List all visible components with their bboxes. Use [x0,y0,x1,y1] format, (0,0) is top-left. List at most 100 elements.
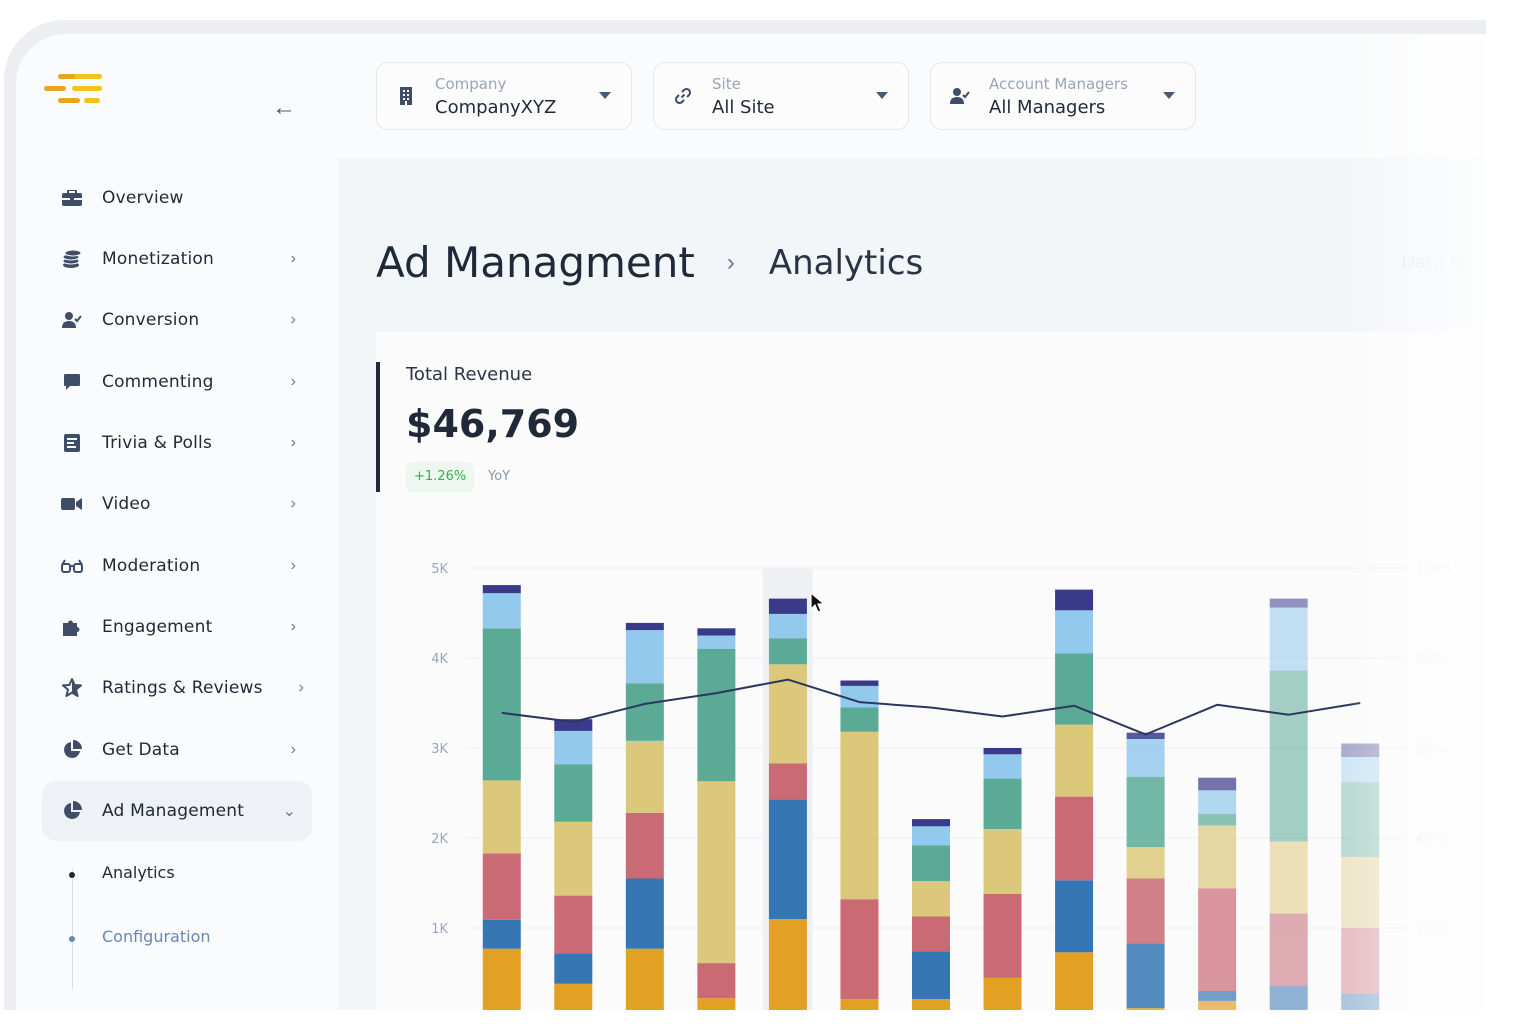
bar-segment [1269,841,1308,914]
bar-segment [983,778,1022,829]
company-filter[interactable]: Company CompanyXYZ [376,62,632,130]
sidebar-item-label: Ad Management [102,801,245,821]
bar-segment [912,951,950,1000]
faded-note: Data la [1401,252,1466,273]
sidebar-item-overview[interactable]: Overview [42,168,312,228]
bar-segment [554,821,593,896]
bar-segment [625,622,664,631]
bar-segment [482,853,521,920]
filter-label: Account Managers [989,75,1128,93]
star-icon [42,678,102,698]
account-managers-filter[interactable]: Account Managers All Managers [930,62,1196,130]
sidebar-item-ad-management[interactable]: Ad Management ⌄ [42,781,312,841]
chevron-right-icon: › [290,741,296,758]
arrow-left-icon[interactable]: ← [272,94,296,121]
bar-segment [554,730,593,765]
sidebar-item-label: Conversion [102,310,200,330]
bar-segment [912,826,950,846]
coins-icon [42,250,102,268]
y-tick-label: 3K [431,742,448,757]
chevron-right-icon: › [290,618,296,635]
bar-segment [625,948,664,1010]
bullet-icon [69,872,75,878]
y-tick-label: 2K [431,832,448,847]
metric-title: Total Revenue [406,364,533,385]
accent-bar [376,362,380,492]
y-tick-label: 4K [431,652,448,667]
subnav-item-configuration[interactable]: Configuration [102,927,211,946]
bar-segment [625,740,664,813]
breadcrumb-main[interactable]: Ad Managment [376,238,695,287]
bar-segment [840,680,879,686]
chevron-down-icon: ⌄ [282,803,296,820]
video-icon [42,497,102,511]
bar-segment [554,983,593,1010]
bar-segment [625,812,664,879]
bar-segment [912,881,950,917]
sidebar-item-video[interactable]: Video › [42,474,312,534]
sidebar-item-label: Moderation [102,556,201,576]
bar-segment [912,845,950,882]
bar-segment [625,683,664,741]
filter-label: Site [712,75,741,93]
sidebar-item-ratings-reviews[interactable]: Ratings & Reviews › [42,658,312,718]
bar-segment [554,719,593,731]
bar-segment [482,948,521,1010]
bar-segment [768,799,807,919]
revenue-card: Total Revenue $46,769 +1.26% YoY 1K 20% 2K… [376,332,1486,1010]
bar-segment [697,781,736,964]
bar-segment [1269,913,1308,986]
bar-segment [983,754,1022,779]
sidebar-item-conversion[interactable]: Conversion › [42,290,312,350]
sidebar-item-trivia-polls[interactable]: Trivia & Polls › [42,413,312,473]
bar-segment [912,999,950,1010]
bar-segment [768,763,807,800]
bar-segment [697,963,736,999]
bar-segment [840,707,879,732]
right-tick-label: 80% [1416,652,1445,667]
sidebar-item-engagement[interactable]: Engagement › [42,597,312,657]
bar-segment [1341,993,1380,1010]
bullet-icon [69,936,75,942]
sidebar-item-moderation[interactable]: Moderation › [42,536,312,596]
chevron-right-icon: › [298,679,304,696]
sidebar-item-monetization[interactable]: Monetization › [42,229,312,289]
pie-chart-icon [42,740,102,760]
bar-segment [1198,1000,1237,1010]
right-tick-label: 40% [1416,832,1445,847]
sidebar-item-label: Commenting [102,372,214,392]
sidebar-item-commenting[interactable]: Commenting › [42,352,312,412]
brand-logo [44,74,104,110]
revenue-stacked-bar-chart: 1K 20% 2K 40% 3K 60% 4K 80% 5K 100% [431,562,1453,1010]
y-tick-label: 1K [431,922,448,937]
bar-segment [1055,610,1094,654]
bar-segment [625,878,664,949]
bar-segment [1055,952,1094,1010]
bar-segment [1341,856,1380,928]
bar-segment [1055,653,1094,725]
y-tick-label: 5K [431,562,448,577]
subnav-item-analytics[interactable]: Analytics [102,863,175,882]
bar-segment [482,628,521,781]
site-filter[interactable]: Site All Site [653,62,909,130]
sidebar-item-get-data[interactable]: Get Data › [42,720,312,780]
sidebar-item-label: Engagement [102,617,213,637]
mouse-cursor-icon [810,592,826,613]
bar-segment [482,919,521,949]
filter-value: All Managers [989,97,1106,118]
sidebar-item-label: Monetization [102,249,214,269]
change-period: YoY [488,469,511,484]
glasses-icon [42,559,102,573]
sidebar-item-label: Trivia & Polls [102,433,213,453]
bar-segment [840,899,879,1000]
bar-segment [768,919,807,1010]
bar-segment [768,638,807,665]
chevron-right-icon: › [290,495,296,512]
bar-segment [1126,776,1165,847]
bar-segment [1341,743,1380,757]
bar-segment [482,585,521,594]
user-check-icon [42,312,102,328]
bar-segment [1198,813,1237,826]
chevron-right-icon: › [290,311,296,328]
building-icon [395,85,417,107]
